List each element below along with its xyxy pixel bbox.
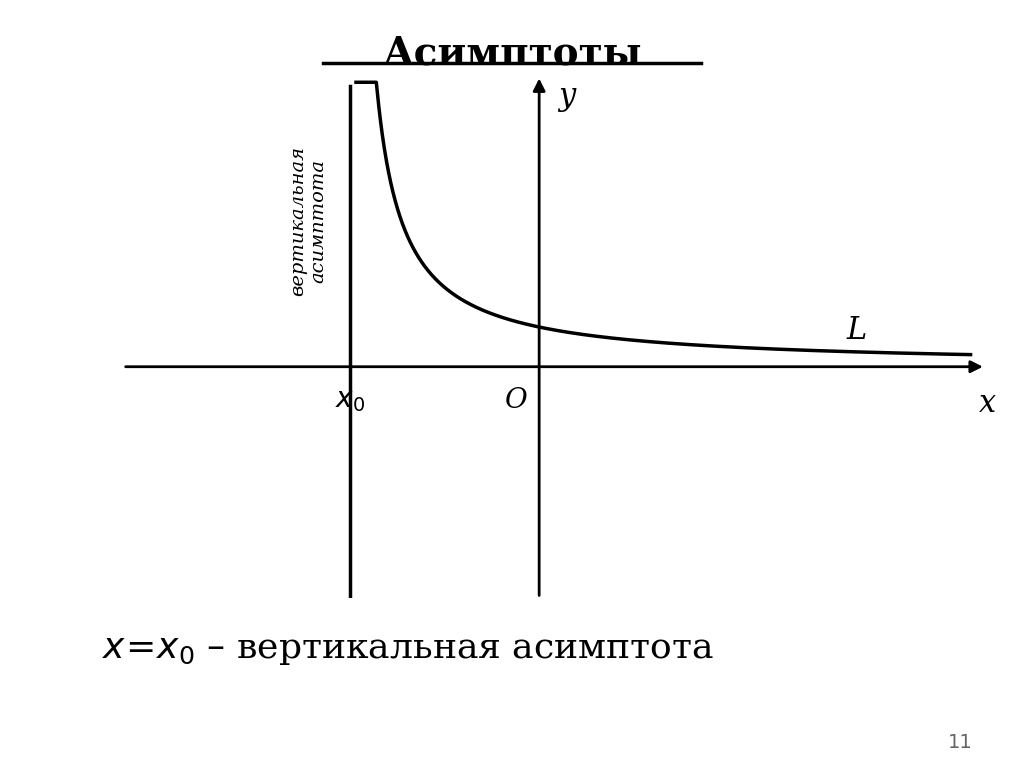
Text: $x_0$: $x_0$ (335, 387, 365, 413)
Text: L: L (847, 314, 867, 346)
Text: вертикальная
асимптота: вертикальная асимптота (289, 146, 328, 296)
Text: Асимптоты: Асимптоты (382, 35, 642, 73)
Text: y: y (558, 81, 575, 112)
Text: x: x (979, 388, 996, 419)
Text: O: O (505, 387, 527, 413)
Text: 11: 11 (948, 732, 973, 752)
Text: $x\!=\!x_0$ – вертикальная асимптота: $x\!=\!x_0$ – вертикальная асимптота (102, 633, 715, 667)
